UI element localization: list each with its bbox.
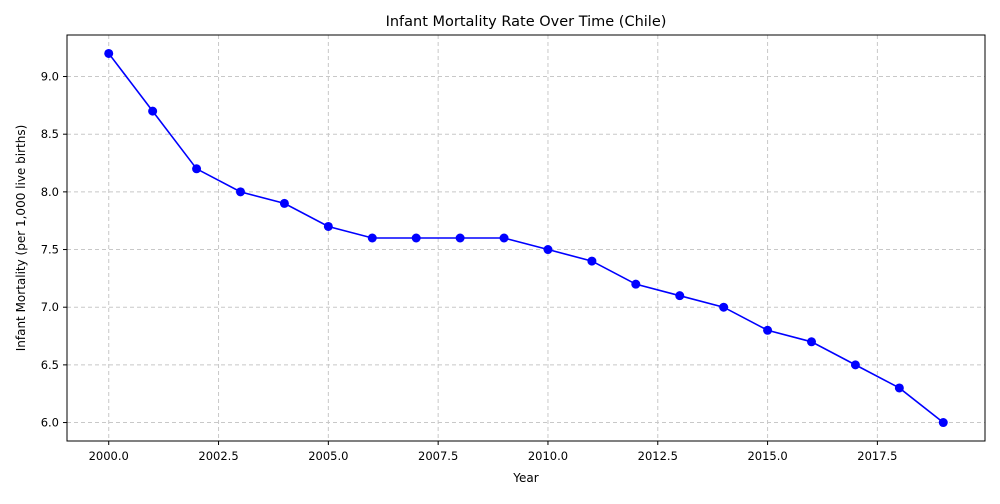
data-point <box>807 337 816 346</box>
data-point <box>543 245 552 254</box>
data-point <box>675 291 684 300</box>
data-point <box>412 234 421 243</box>
x-tick-label: 2017.5 <box>857 449 897 463</box>
data-point <box>500 234 509 243</box>
y-tick-label: 7.0 <box>41 300 59 314</box>
series-layer <box>104 49 948 427</box>
data-point <box>324 222 333 231</box>
data-point <box>939 418 948 427</box>
data-point <box>763 326 772 335</box>
x-tick-label: 2012.5 <box>638 449 678 463</box>
data-point <box>719 303 728 312</box>
y-tick-label: 8.0 <box>41 185 59 199</box>
y-tick-label: 9.0 <box>41 70 59 84</box>
y-tick-label: 6.5 <box>41 358 59 372</box>
x-tick-label: 2005.0 <box>308 449 348 463</box>
axis-ticks: 2000.0 2002.5 2005.0 2007.5 2010.0 2012.5 2015… <box>41 70 898 463</box>
x-tick-label: 2010.0 <box>528 449 568 463</box>
data-point <box>456 234 465 243</box>
chart-title: Infant Mortality Rate Over Time (Chile) <box>386 14 667 30</box>
data-point <box>280 199 289 208</box>
data-point <box>148 107 157 116</box>
plot-area-frame <box>67 35 985 441</box>
x-tick-label: 2015.0 <box>747 449 787 463</box>
data-point <box>192 164 201 173</box>
y-tick-label: 8.5 <box>41 127 59 141</box>
y-tick-label: 7.5 <box>41 243 59 257</box>
series-line <box>109 53 944 422</box>
data-point <box>895 383 904 392</box>
data-point <box>851 360 860 369</box>
data-point <box>368 234 377 243</box>
x-axis-label: Year <box>512 471 538 485</box>
data-point <box>587 257 596 266</box>
y-axis-label: Infant Mortality (per 1,000 live births) <box>14 125 28 352</box>
data-point <box>104 49 113 58</box>
x-tick-label: 2007.5 <box>418 449 458 463</box>
y-tick-label: 6.0 <box>41 416 59 430</box>
grid-lines <box>67 35 985 441</box>
data-point <box>236 187 245 196</box>
x-tick-label: 2000.0 <box>89 449 129 463</box>
data-point <box>631 280 640 289</box>
x-tick-label: 2002.5 <box>198 449 238 463</box>
